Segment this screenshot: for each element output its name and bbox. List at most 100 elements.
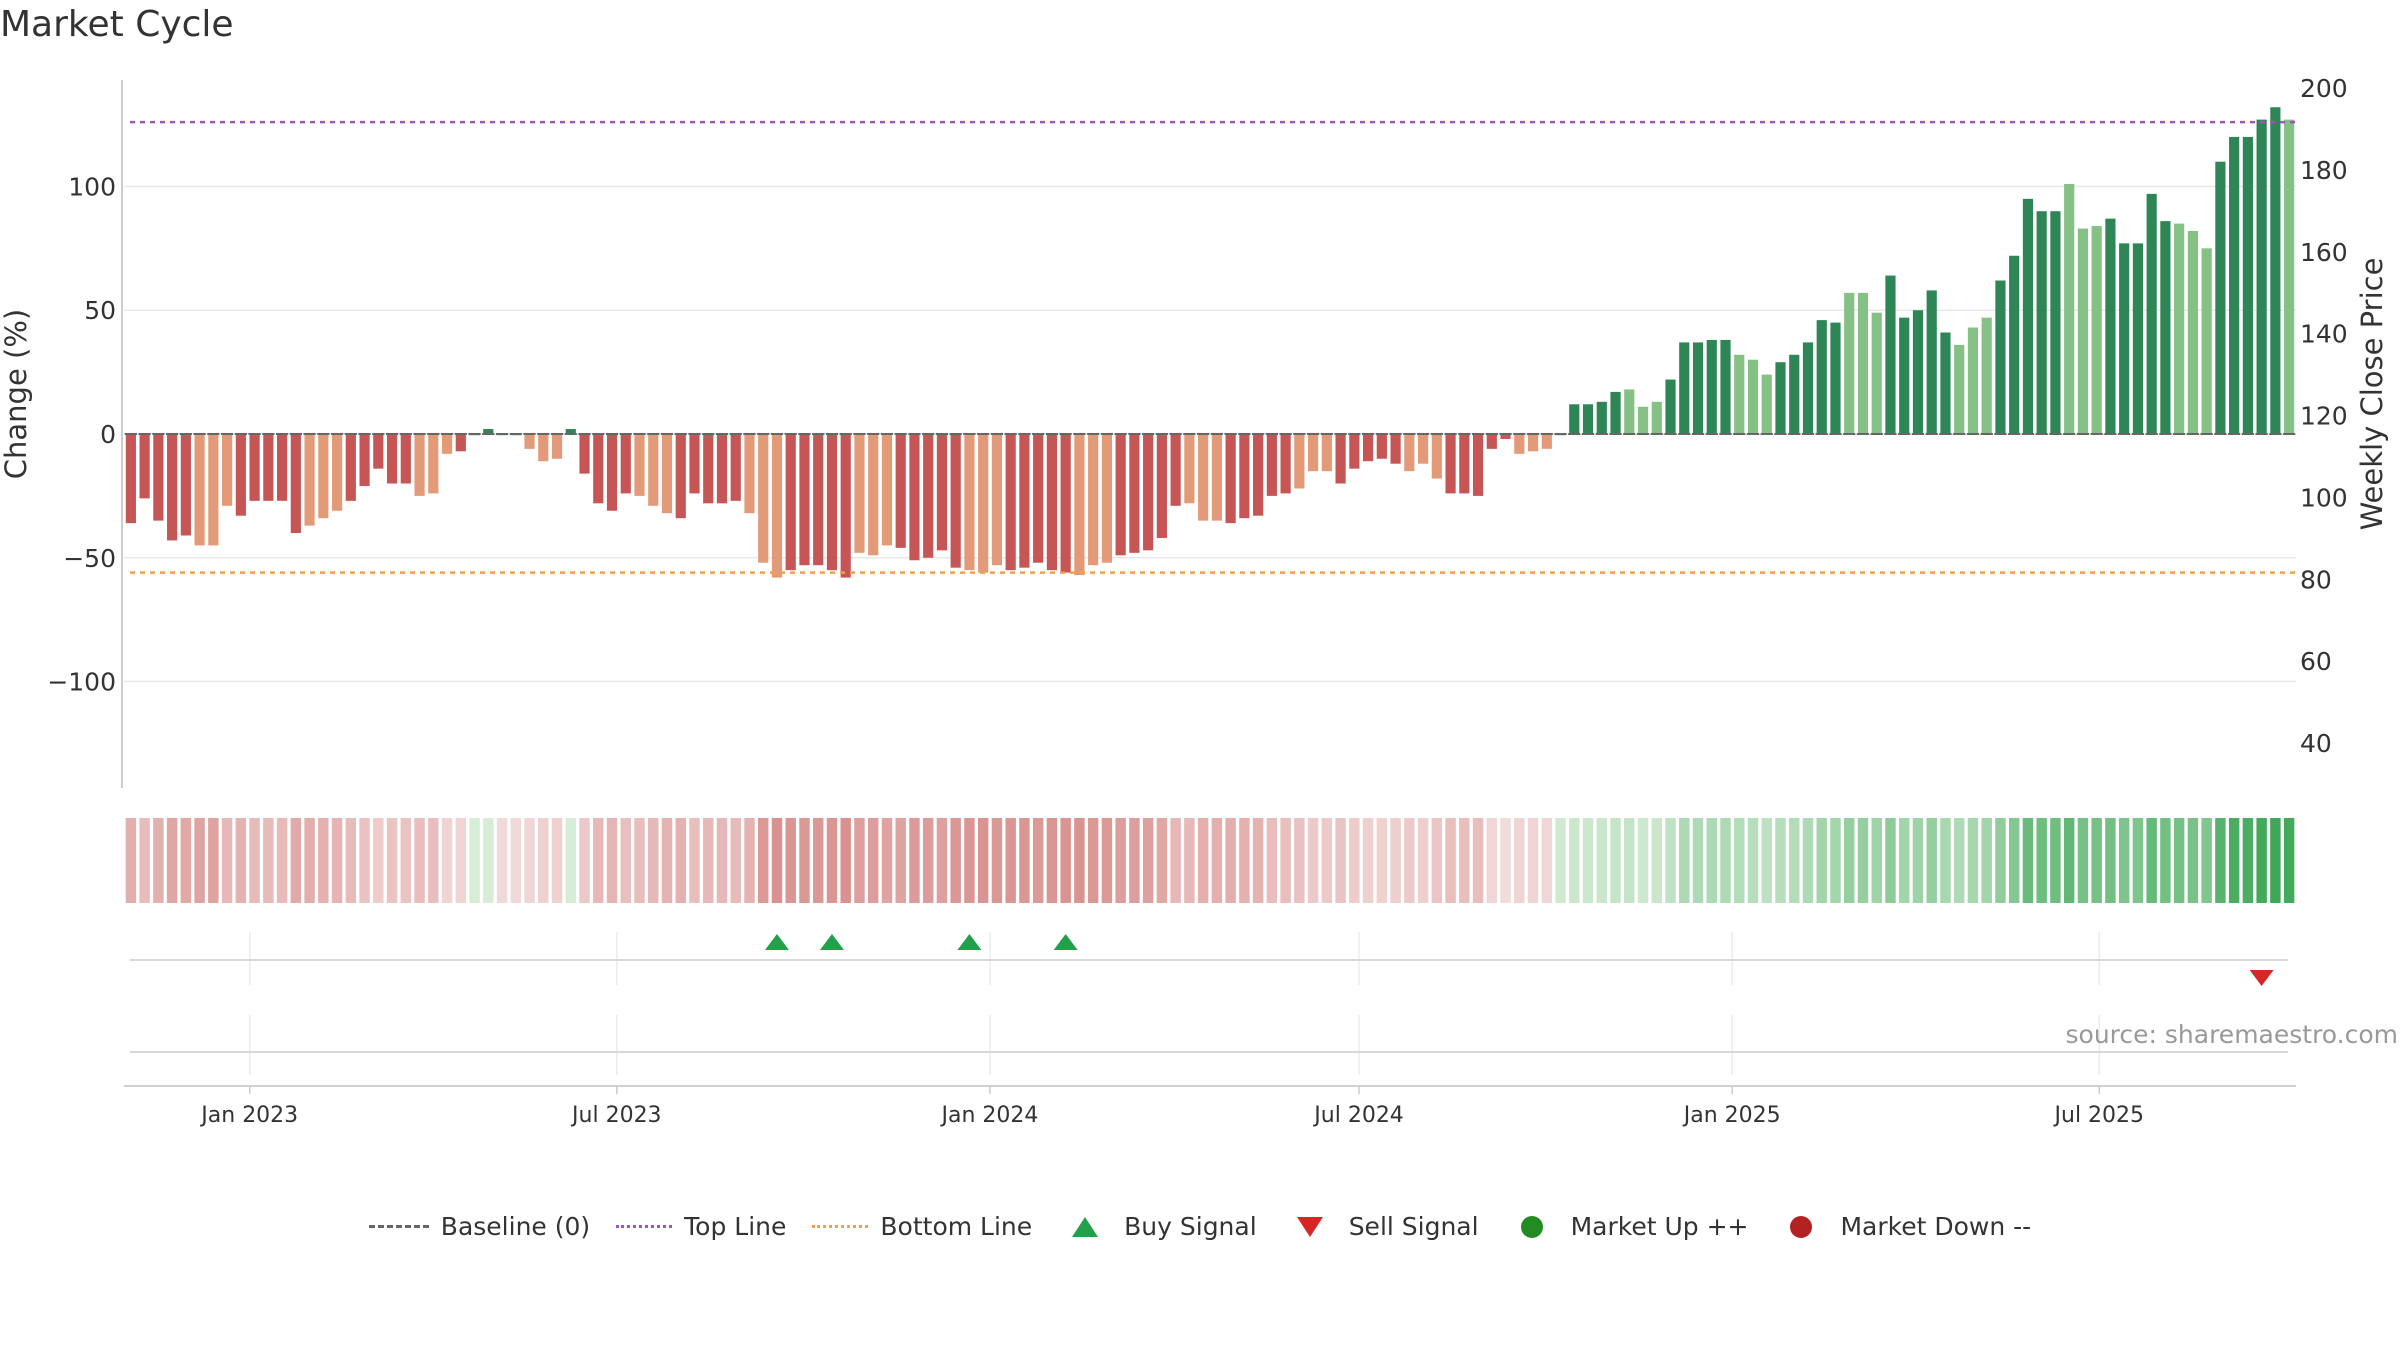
change-bar bbox=[2270, 107, 2281, 434]
band-cell bbox=[703, 818, 714, 903]
band-cell bbox=[373, 818, 384, 903]
band-cell bbox=[1032, 818, 1044, 903]
band-cell bbox=[1692, 818, 1704, 903]
band-cell bbox=[881, 818, 893, 903]
change-bar bbox=[1761, 374, 1772, 434]
band-cell bbox=[331, 818, 343, 903]
y2-tick-label: 60 bbox=[2300, 647, 2332, 676]
change-bar bbox=[1747, 359, 1759, 434]
legend: Baseline (0) Top Line Bottom Line Buy Si… bbox=[0, 1212, 2400, 1241]
change-bar bbox=[991, 434, 1003, 566]
change-bar bbox=[345, 434, 356, 501]
band-cell bbox=[1734, 818, 1745, 903]
band-cell bbox=[469, 818, 480, 903]
change-bar bbox=[2229, 136, 2240, 434]
change-bar bbox=[1789, 354, 1800, 434]
change-bar bbox=[813, 434, 824, 566]
band-cell bbox=[950, 818, 961, 903]
change-bar bbox=[1156, 434, 1167, 538]
change-bar bbox=[1596, 401, 1607, 434]
band-cell bbox=[1679, 818, 1690, 903]
band-cell bbox=[1046, 818, 1058, 903]
band-cell bbox=[799, 818, 810, 903]
change-bar bbox=[2064, 183, 2075, 434]
change-bar bbox=[964, 434, 975, 571]
change-bar bbox=[222, 434, 233, 506]
change-bar bbox=[2256, 119, 2267, 434]
legend-top-line-label: Top Line bbox=[684, 1212, 787, 1241]
band-cell bbox=[1431, 818, 1443, 903]
legend-market-up[interactable]: Market Up ++ bbox=[1505, 1212, 1748, 1241]
band-cell bbox=[496, 818, 508, 903]
band-cell bbox=[386, 818, 398, 903]
buy-signal-marker bbox=[957, 934, 982, 950]
y2-tick-label: 80 bbox=[2300, 565, 2332, 594]
y2-tick-label: 160 bbox=[2300, 238, 2348, 267]
change-bar bbox=[716, 434, 728, 504]
band-cell bbox=[1239, 818, 1250, 903]
band-cell bbox=[1115, 818, 1126, 903]
band-cell bbox=[771, 818, 783, 903]
band-cell bbox=[2160, 818, 2171, 903]
change-bar bbox=[2215, 161, 2226, 434]
change-bar bbox=[1816, 320, 1827, 434]
change-bar bbox=[936, 434, 948, 551]
change-bar bbox=[1885, 275, 1896, 434]
y2-tick-label: 40 bbox=[2300, 729, 2332, 758]
band-cell bbox=[194, 818, 205, 903]
band-cell bbox=[1871, 818, 1882, 903]
change-bar bbox=[1074, 434, 1085, 576]
legend-buy-signal[interactable]: Buy Signal bbox=[1058, 1212, 1257, 1241]
band-cell bbox=[2077, 818, 2089, 903]
change-bar bbox=[1211, 434, 1222, 521]
change-bar bbox=[1033, 434, 1044, 563]
band-cell bbox=[1967, 818, 1979, 903]
legend-market-down-label: Market Down -- bbox=[1840, 1212, 2032, 1241]
band-cell bbox=[758, 818, 769, 903]
legend-top-line[interactable]: Top Line bbox=[616, 1212, 786, 1241]
change-bar bbox=[2091, 226, 2102, 434]
change-bar bbox=[593, 434, 604, 504]
change-bar bbox=[1981, 317, 1992, 434]
band-cell bbox=[744, 818, 755, 903]
band-cell bbox=[1555, 818, 1566, 903]
change-bar bbox=[2036, 211, 2047, 434]
band-cell bbox=[675, 818, 686, 903]
band-cell bbox=[1459, 818, 1470, 903]
change-bar bbox=[125, 434, 136, 524]
change-bar bbox=[400, 434, 411, 484]
band-cell bbox=[318, 818, 329, 903]
change-bar bbox=[923, 434, 934, 558]
band-cell bbox=[593, 818, 604, 903]
top-line-swatch bbox=[616, 1225, 673, 1228]
change-bar bbox=[1225, 434, 1236, 524]
change-bar bbox=[2174, 223, 2185, 434]
change-bar bbox=[978, 434, 989, 573]
change-bar bbox=[1005, 434, 1016, 571]
band-cell bbox=[689, 818, 700, 903]
band-cell bbox=[483, 818, 494, 903]
change-bar bbox=[1569, 404, 1580, 434]
legend-sell-signal[interactable]: Sell Signal bbox=[1283, 1212, 1479, 1241]
change-bar bbox=[414, 434, 425, 496]
band-cell bbox=[221, 818, 233, 903]
x-tick-label: Jul 2023 bbox=[570, 1103, 662, 1128]
change-bar bbox=[1637, 406, 1649, 434]
band-cell bbox=[1637, 818, 1649, 903]
band-cell bbox=[1280, 818, 1291, 903]
legend-bottom-line[interactable]: Bottom Line bbox=[812, 1212, 1032, 1241]
band-cell bbox=[1321, 818, 1333, 903]
reference-lines bbox=[130, 120, 2296, 574]
legend-baseline[interactable]: Baseline (0) bbox=[368, 1212, 591, 1241]
band-cell bbox=[895, 818, 906, 903]
x-tick-label: Jul 2025 bbox=[2053, 1103, 2145, 1128]
band-cell bbox=[2050, 818, 2061, 903]
change-bar bbox=[1417, 434, 1429, 464]
legend-market-down[interactable]: Market Down -- bbox=[1774, 1212, 2031, 1241]
change-bar bbox=[1390, 434, 1401, 464]
buy-signal-marker bbox=[1053, 934, 1078, 950]
change-bar bbox=[277, 434, 288, 501]
band-cell bbox=[1335, 818, 1346, 903]
legend-baseline-label: Baseline (0) bbox=[440, 1212, 591, 1241]
change-bar bbox=[263, 434, 274, 501]
